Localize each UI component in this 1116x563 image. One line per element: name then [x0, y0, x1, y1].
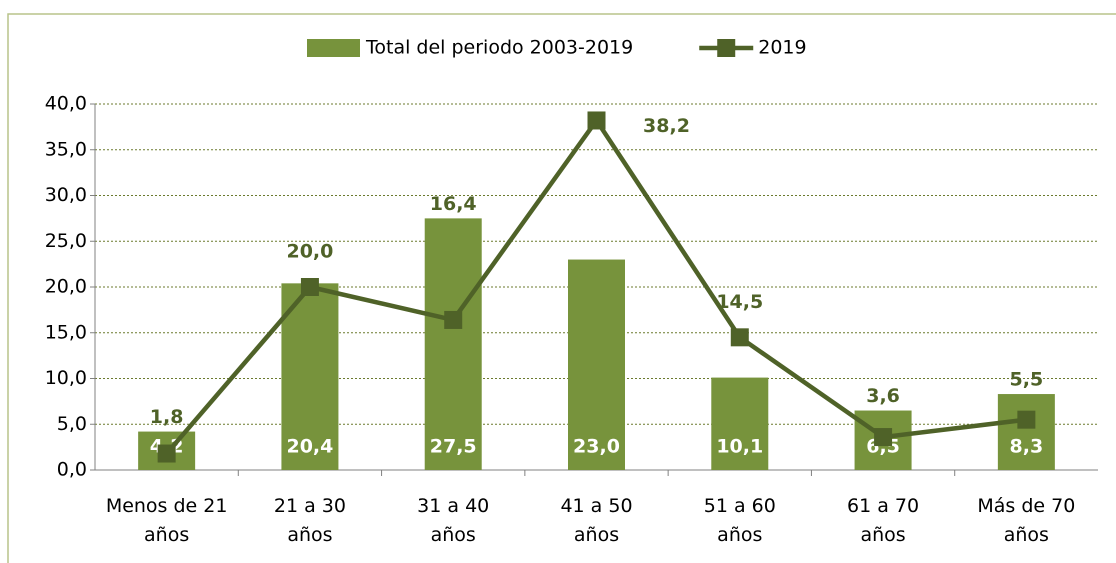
x-tick-label: 31 a 40 años [417, 495, 489, 546]
bar-value-label: 27,5 [430, 436, 477, 458]
x-tick-label: 41 a 50 años [560, 495, 632, 546]
bar [281, 283, 339, 470]
y-tick-label: 25,0 [45, 230, 87, 252]
y-tick-label: 35,0 [45, 138, 87, 160]
x-tick-label: 21 a 30 años [274, 495, 346, 546]
y-tick-label: 0,0 [57, 459, 87, 481]
x-tick-label: Menos de 21 años [106, 495, 228, 546]
y-tick-label: 30,0 [45, 184, 87, 206]
line-marker [444, 310, 463, 329]
y-tick-label: 10,0 [45, 367, 87, 389]
chart-frame [7, 13, 1116, 563]
bar [424, 218, 482, 470]
y-tick-label: 40,0 [45, 93, 87, 115]
line-value-label: 16,4 [430, 193, 477, 215]
bar-value-label: 10,1 [716, 436, 763, 458]
bar-value-label: 8,3 [1010, 436, 1044, 458]
line-marker [874, 428, 893, 447]
y-tick-label: 5,0 [57, 413, 87, 435]
bar [711, 377, 769, 470]
line-marker [1017, 410, 1036, 429]
bar [568, 259, 625, 470]
line-value-label: 20,0 [286, 241, 333, 263]
line-marker [157, 444, 176, 463]
line-value-label: 14,5 [716, 291, 763, 313]
bar-value-label: 23,0 [573, 436, 620, 458]
x-tick-label: Más de 70 años [977, 495, 1075, 546]
legend-label: Total del periodo 2003-2019 [365, 37, 633, 59]
line-marker [300, 278, 319, 296]
line-value-label: 5,5 [1010, 369, 1044, 391]
bar-value-label: 20,4 [286, 436, 333, 458]
legend-marker [717, 39, 736, 57]
y-tick-label: 20,0 [45, 276, 87, 298]
line-value-label: 3,6 [866, 385, 900, 407]
legend-label: 2019 [758, 37, 806, 59]
y-tick-label: 15,0 [45, 321, 87, 343]
x-tick-label: 51 a 60 años [704, 495, 776, 546]
legend-swatch [307, 39, 360, 57]
line-marker [730, 328, 749, 347]
bar [997, 394, 1055, 470]
line-value-label: 38,2 [643, 115, 690, 137]
line-value-label: 1,8 [150, 406, 184, 428]
line-marker [587, 111, 606, 130]
x-tick-label: 61 a 70 años [847, 495, 919, 546]
